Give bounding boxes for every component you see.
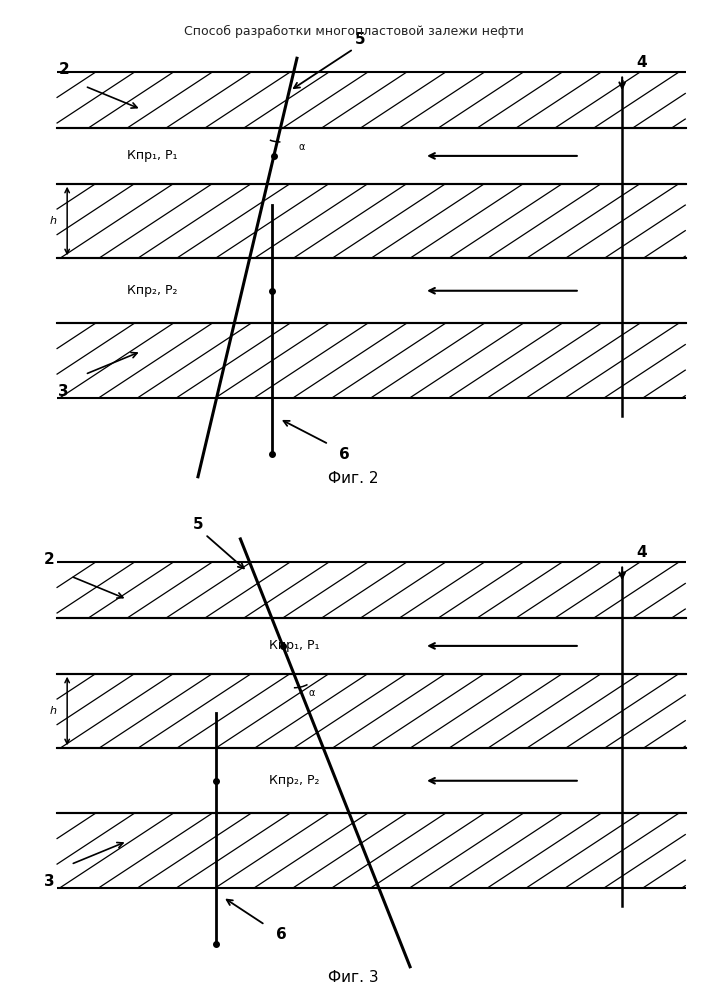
- Text: h: h: [49, 216, 57, 226]
- Text: Кпр₂, Р₂: Кпр₂, Р₂: [127, 284, 177, 297]
- Text: Кпр₁, Р₁: Кпр₁, Р₁: [269, 639, 319, 652]
- Text: 3: 3: [44, 874, 55, 889]
- Text: Кпр₁, Р₁: Кпр₁, Р₁: [127, 149, 177, 162]
- Text: h: h: [49, 706, 57, 716]
- Text: α: α: [308, 688, 315, 698]
- Text: 2: 2: [44, 552, 55, 567]
- Text: 6: 6: [276, 927, 286, 942]
- Text: 4: 4: [636, 55, 647, 70]
- Text: 2: 2: [58, 62, 69, 77]
- Text: 6: 6: [339, 447, 350, 462]
- Text: α: α: [298, 142, 305, 152]
- Text: Фиг. 2: Фиг. 2: [328, 471, 379, 486]
- Text: 3: 3: [58, 384, 69, 399]
- Text: 5: 5: [355, 32, 366, 47]
- Text: Способ разработки многопластовой залежи нефти: Способ разработки многопластовой залежи …: [184, 25, 523, 38]
- Text: Кпр₂, Р₂: Кпр₂, Р₂: [269, 774, 319, 787]
- Text: Фиг. 3: Фиг. 3: [328, 970, 379, 985]
- Text: 4: 4: [636, 545, 647, 560]
- Text: 5: 5: [192, 517, 204, 532]
